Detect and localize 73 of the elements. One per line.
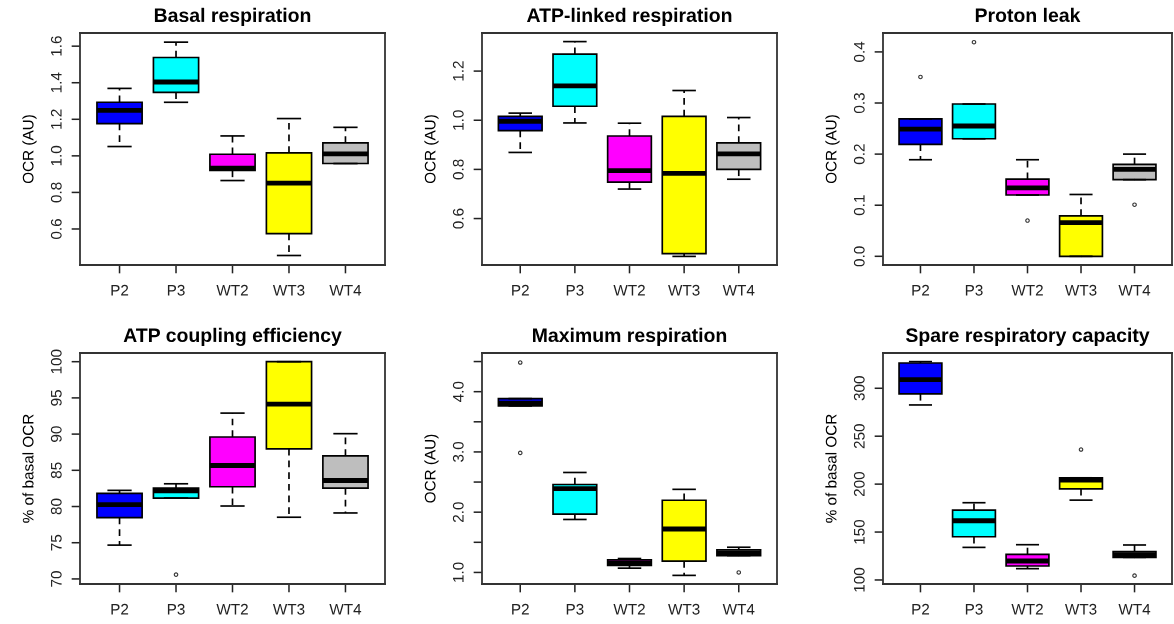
y-tick-label: 70 (50, 571, 62, 587)
x-tick-label: WT4 (1118, 285, 1151, 296)
x-tick-label: WT2 (613, 603, 645, 615)
y-tick-label: 0.3 (853, 93, 865, 114)
x-tick-label: P3 (965, 284, 983, 296)
y-tick-label: 0.8 (50, 182, 62, 203)
x-tick-label: P2 (111, 284, 129, 296)
x-tick-label: WT2 (216, 603, 248, 615)
y-tick-label: 90 (50, 426, 62, 442)
chart-title: Maximum respiration (533, 327, 727, 346)
x-tick-label: WT3 (668, 284, 700, 296)
y-tick-label: 2.0 (452, 502, 464, 523)
y-axis-title: OCR (AU) (22, 115, 37, 184)
y-axis-title: OCR (AU) (825, 115, 840, 184)
y-tick-label: 300 (853, 376, 865, 401)
y-tick-label: 1.0 (452, 110, 464, 130)
y-tick-label: 4.0 (452, 381, 464, 402)
x-tick-label: WT2 (613, 284, 645, 296)
y-tick-label: 0.4 (853, 41, 865, 62)
x-tick-label: WT4 (722, 604, 755, 615)
y-tick-label: 0.0 (853, 246, 865, 267)
y-tick-label: 3.0 (452, 441, 464, 462)
y-tick-label: 150 (853, 519, 865, 544)
x-tick-label: P2 (912, 284, 930, 296)
x-tick-label: P3 (167, 603, 185, 615)
x-tick-label: WT2 (1011, 284, 1043, 296)
y-tick-label: 1.2 (50, 109, 62, 129)
chart-title: Basal respiration (154, 7, 311, 26)
y-tick-label: 85 (50, 462, 62, 479)
chart-title: Proton leak (975, 7, 1081, 23)
y-tick-label: 0.2 (853, 144, 865, 165)
x-tick-label: WT4 (329, 604, 362, 615)
y-tick-label: 0.8 (452, 159, 464, 180)
y-tick-label: 1.0 (452, 562, 464, 582)
chart-title: ATP coupling efficiency (123, 327, 342, 347)
x-tick-label: P2 (912, 603, 930, 615)
x-tick-label: P3 (566, 603, 584, 615)
y-tick-label: 200 (853, 471, 865, 497)
y-tick-label: 250 (853, 424, 865, 449)
y-tick-label: 0.1 (853, 195, 865, 216)
x-tick-label: P3 (965, 603, 983, 615)
x-tick-label: WT4 (722, 285, 755, 296)
y-tick-label: 1.2 (452, 61, 464, 81)
x-tick-label: WT3 (272, 284, 305, 296)
x-tick-label: P3 (167, 284, 185, 296)
x-tick-label: P2 (111, 603, 129, 615)
x-tick-label: WT4 (329, 285, 362, 296)
x-tick-label: P2 (512, 284, 529, 296)
x-tick-label: WT3 (1064, 603, 1097, 615)
x-tick-label: WT4 (1118, 604, 1151, 615)
y-axis-title: OCR (AU) (424, 115, 439, 184)
x-tick-label: P2 (512, 603, 529, 615)
y-axis-title: % of basal OCR (825, 414, 837, 523)
y-tick-label: 0.6 (452, 208, 464, 229)
x-tick-label: WT3 (272, 603, 305, 615)
y-tick-label: 1.0 (50, 145, 62, 166)
y-axis-title: OCR (AU) (424, 434, 439, 503)
y-tick-label: 100 (853, 567, 865, 592)
y-tick-label: 95 (50, 390, 62, 406)
x-tick-label: WT3 (1064, 284, 1097, 296)
y-tick-label: 1.4 (51, 72, 62, 93)
x-tick-label: P3 (566, 284, 584, 296)
y-axis-title: % of basal OCR (22, 414, 34, 523)
y-tick-label: 75 (51, 534, 62, 551)
x-tick-label: WT3 (668, 603, 700, 615)
chart-title: Spare respiratory capacity (905, 327, 1150, 346)
y-tick-label: 100 (50, 349, 62, 374)
x-tick-label: WT2 (216, 284, 248, 296)
x-tick-label: WT2 (1011, 603, 1043, 615)
chart-title: ATP-linked respiration (526, 7, 732, 26)
y-tick-label: 1.6 (50, 36, 62, 56)
y-tick-label: 80 (50, 498, 62, 515)
y-tick-label: 0.6 (50, 219, 62, 240)
